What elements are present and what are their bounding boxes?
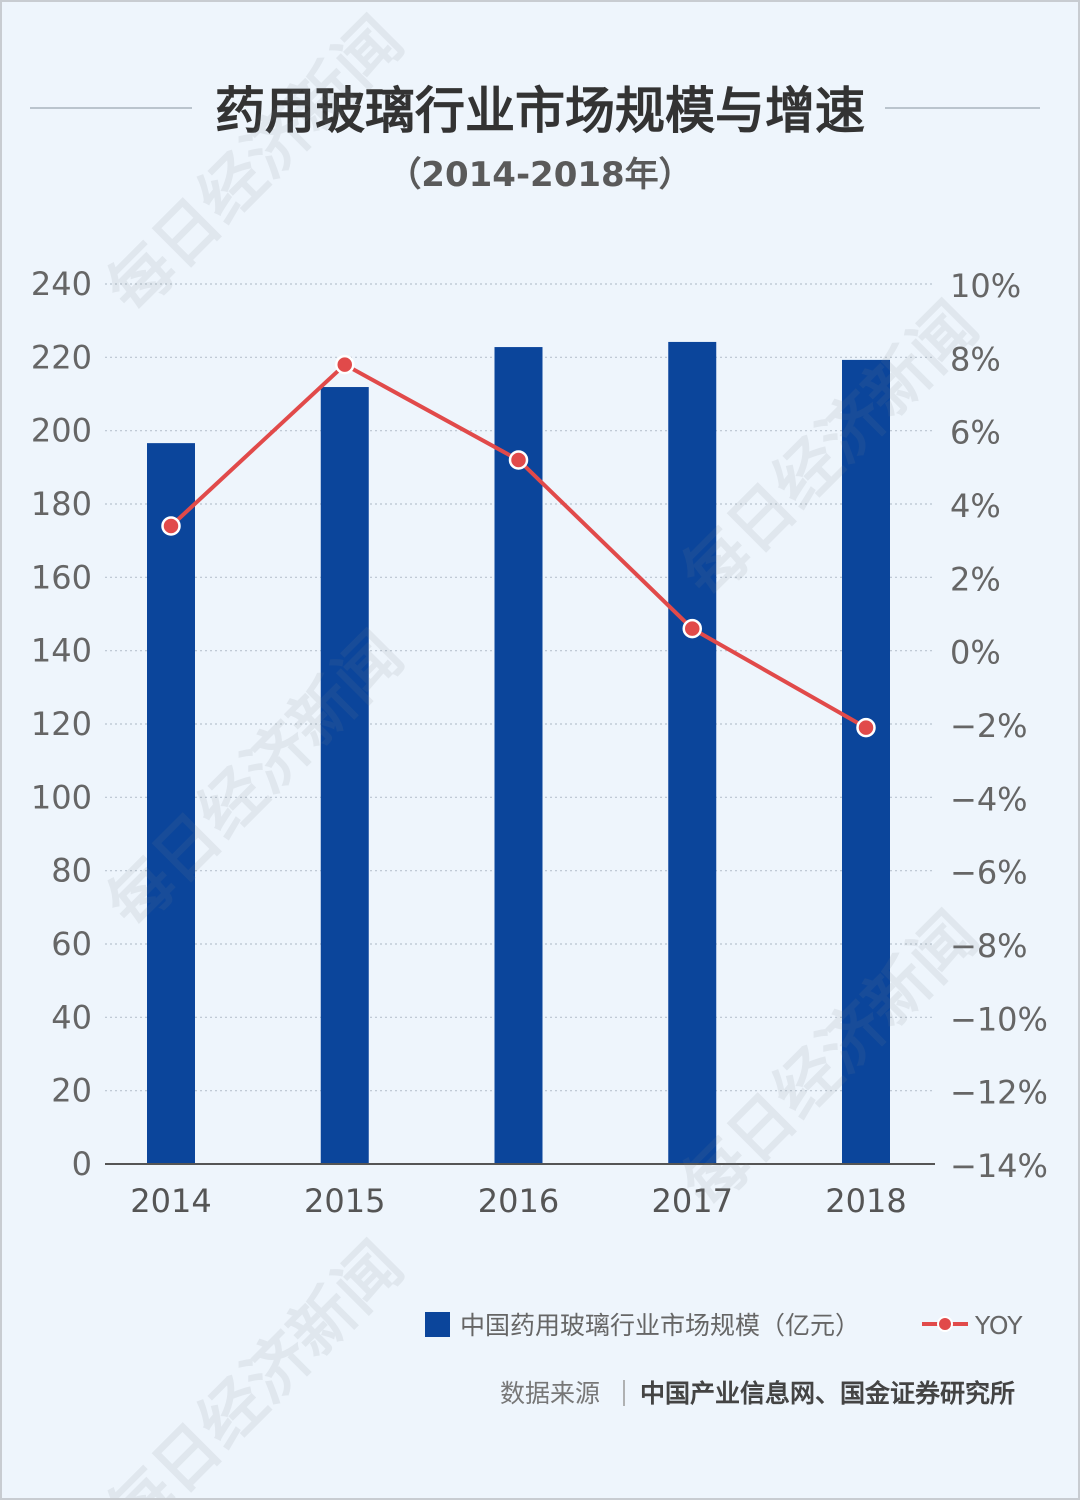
y-left-tick-label: 20 — [51, 1072, 92, 1110]
bar-2014 — [147, 443, 195, 1165]
x-tick-label: 2014 — [130, 1182, 211, 1220]
y-left-tick-label: 160 — [31, 558, 92, 596]
legend-line-label: YOY — [974, 1311, 1023, 1340]
y-right-tick-label: 2% — [950, 560, 1001, 598]
bar-2015 — [320, 387, 369, 1164]
y-left-tick-label: 80 — [51, 852, 92, 890]
x-tick-label: 2018 — [825, 1182, 906, 1220]
axes: 0 20 40 60 80 100 120 140 160 180 200 220 240 −14% −12… — [31, 265, 1048, 1220]
y-right-tick-label: 0% — [950, 634, 1001, 672]
y-right-tick-label: −6% — [950, 854, 1028, 892]
yoy-series — [161, 354, 876, 738]
y-right-tick-label: −10% — [950, 1000, 1048, 1038]
yoy-point-2017 — [682, 618, 702, 639]
bar-2016 — [494, 347, 543, 1165]
yoy-point-2016 — [508, 450, 529, 470]
y-left-tick-label: 220 — [31, 338, 92, 376]
y-right-tick-label: 10% — [950, 267, 1021, 305]
source-text: 中国产业信息网、国金证券研究所 — [640, 1379, 1015, 1408]
y-right-tick-label: −12% — [950, 1074, 1048, 1112]
yoy-point-2015 — [335, 354, 355, 375]
y-left-tick-label: 60 — [51, 925, 92, 963]
y-left-tick-label: 180 — [31, 485, 92, 523]
y-left-tick-label: 140 — [31, 632, 92, 670]
bar-2018 — [842, 359, 890, 1164]
legend-bar-label: 中国药用玻璃行业市场规模（亿元） — [460, 1311, 860, 1340]
yoy-point-2018 — [856, 717, 876, 738]
legend-line-dot — [937, 1316, 953, 1332]
y-right-tick-label: −2% — [950, 707, 1028, 745]
x-tick-label: 2015 — [304, 1182, 385, 1220]
source-note: 数据来源 中国产业信息网、国金证券研究所 — [500, 1379, 1015, 1408]
y-left-tick-label: 240 — [31, 265, 92, 303]
y-right-tick-label: −4% — [950, 780, 1028, 818]
chart-subtitle: （2014-2018年） — [387, 155, 692, 195]
y-right-tick-label: 6% — [950, 414, 1001, 452]
y-right-tick-label: 8% — [950, 340, 1001, 378]
y-right-tick-label: 4% — [950, 487, 1001, 525]
y-right-tick-label: −14% — [950, 1147, 1048, 1185]
x-tick-label: 2016 — [478, 1182, 559, 1220]
y-left-tick-label: 40 — [51, 998, 92, 1036]
x-tick-label: 2017 — [652, 1182, 733, 1220]
source-label: 数据来源 — [500, 1379, 600, 1408]
legend: 中国药用玻璃行业市场规模（亿元） YOY — [425, 1311, 1023, 1340]
bar-series — [147, 341, 890, 1165]
legend-bar-swatch — [425, 1312, 450, 1337]
y-left-tick-label: 0 — [72, 1145, 92, 1183]
yoy-point-2014 — [161, 516, 181, 536]
y-right-tick-label: −8% — [950, 927, 1028, 965]
legend-line-symbol — [922, 1316, 968, 1332]
y-left-tick-label: 120 — [31, 705, 92, 743]
y-left-tick-label: 200 — [31, 412, 92, 450]
bar-2017 — [668, 341, 717, 1164]
chart-title: 药用玻璃行业市场规模与增速 — [215, 82, 865, 140]
y-left-tick-label: 100 — [31, 778, 92, 816]
